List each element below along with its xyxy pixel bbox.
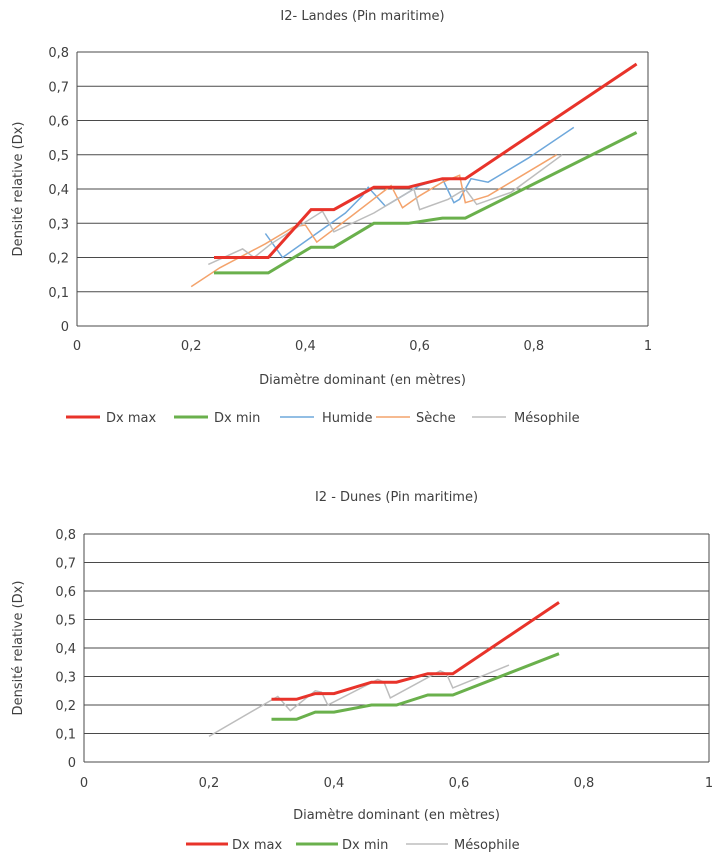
landes-y-tick-label: 0,2 — [48, 252, 69, 267]
landes-series-line-dx-min — [214, 131, 638, 275]
landes-series-line-seche — [190, 154, 557, 288]
dunes-y-tick-label: 0,7 — [55, 557, 76, 572]
dunes-series-line-mesophile — [208, 664, 510, 738]
landes-y-tick-label: 0,1 — [48, 286, 69, 301]
dunes-y-tick-label: 0,6 — [55, 585, 76, 600]
dunes-x-tick-label: 1 — [705, 776, 713, 791]
chart-dunes-svg: I2 - Dunes (Pin maritime) 0 0,1 0,2 0,3 0,4 0,… — [11, 490, 713, 853]
landes-y-tick-label: 0,7 — [48, 80, 69, 95]
landes-x-tick-label: 1 — [644, 339, 652, 354]
landes-chart-title: I2- Landes (Pin maritime) — [280, 9, 444, 24]
dunes-y-tick-label: 0,5 — [55, 614, 76, 629]
landes-series-line-dx-max — [214, 62, 638, 259]
dunes-x-axis-label: Diamètre dominant (en mètres) — [293, 808, 500, 823]
landes-y-tick-label: 0,3 — [48, 217, 69, 232]
landes-x-tick-label: 0 — [73, 339, 81, 354]
dunes-legend-label-dx-min: Dx min — [342, 838, 388, 853]
dunes-series-line-dx-min — [271, 652, 560, 721]
landes-y-axis-label: Densité relative (Dx) — [11, 122, 26, 257]
dunes-y-tick-label: 0,2 — [55, 699, 76, 714]
dunes-x-tick-label: 0,6 — [449, 776, 470, 791]
dunes-x-tick-label: 0,2 — [199, 776, 220, 791]
landes-legend-label-dx-min: Dx min — [214, 411, 260, 426]
dunes-y-tick-label: 0,3 — [55, 671, 76, 686]
landes-y-tick-label: 0,5 — [48, 149, 69, 164]
dunes-y-axis-label: Densité relative (Dx) — [11, 581, 26, 716]
landes-x-tick-label: 0,4 — [295, 339, 316, 354]
dunes-legend-label-dx-max: Dx max — [232, 838, 282, 853]
dunes-series-line-dx-max — [271, 601, 560, 701]
landes-y-tick-label: 0 — [61, 320, 69, 335]
landes-y-tick-label: 0,6 — [48, 115, 69, 130]
landes-legend-label-dx-max: Dx max — [106, 411, 156, 426]
landes-x-tick-label: 0,8 — [523, 339, 544, 354]
landes-legend-label-seche: Sèche — [416, 411, 456, 426]
dunes-legend-label-mesophile: Mésophile — [454, 838, 520, 853]
chart-landes-svg: I2- Landes (Pin maritime) 0 0,1 0,2 0,3 0,4 0,… — [11, 9, 652, 426]
landes-y-tick-label: 0,4 — [48, 183, 69, 198]
landes-y-tick-label: 0,8 — [48, 46, 69, 61]
dunes-y-tick-label: 0,4 — [55, 642, 76, 657]
dunes-chart-title: I2 - Dunes (Pin maritime) — [315, 490, 478, 505]
dunes-y-tick-label: 0 — [68, 756, 76, 771]
landes-x-tick-label: 0,2 — [181, 339, 202, 354]
dunes-y-tick-label: 0,8 — [55, 528, 76, 543]
chart-landes: I2- Landes (Pin maritime) 0 0,1 0,2 0,3 0,4 0,… — [11, 9, 652, 426]
landes-legend-label-mesophile: Mésophile — [514, 411, 580, 426]
dunes-x-tick-label: 0,8 — [574, 776, 595, 791]
dunes-y-tick-label: 0,1 — [55, 728, 76, 743]
chart-dunes: I2 - Dunes (Pin maritime) 0 0,1 0,2 0,3 0,4 0,… — [0, 475, 714, 861]
landes-x-tick-label: 0,6 — [409, 339, 430, 354]
landes-series-line-mesophile — [207, 154, 563, 266]
dunes-x-tick-label: 0 — [80, 776, 88, 791]
landes-series-line-humide — [264, 126, 575, 259]
landes-x-axis-label: Diamètre dominant (en mètres) — [259, 373, 466, 388]
dunes-x-tick-label: 0,4 — [324, 776, 345, 791]
landes-legend-label-humide: Humide — [322, 411, 373, 426]
